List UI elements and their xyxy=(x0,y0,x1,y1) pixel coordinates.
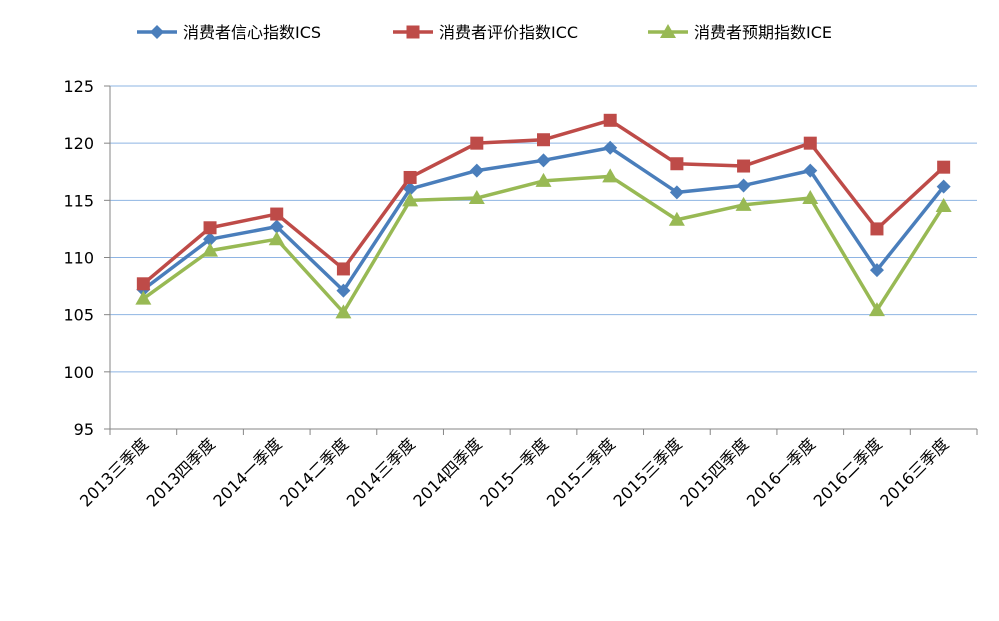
data-point xyxy=(603,113,617,127)
data-point xyxy=(803,163,818,178)
data-point xyxy=(270,207,284,221)
x-tick-label: 2014一季度 xyxy=(209,434,285,510)
x-tick-label: 2014四季度 xyxy=(409,434,485,510)
series-square xyxy=(136,113,951,291)
data-point xyxy=(469,163,484,178)
x-tick-label: 2014三季度 xyxy=(343,434,419,510)
data-point xyxy=(602,168,619,183)
x-tick-label: 2016二季度 xyxy=(810,434,886,510)
x-tick-label: 2016一季度 xyxy=(743,434,819,510)
data-point xyxy=(670,157,684,171)
legend-label: 消费者信心指数ICS xyxy=(183,23,321,42)
legend-marker xyxy=(150,25,164,39)
y-tick-label: 100 xyxy=(63,363,94,382)
data-point xyxy=(136,277,150,291)
data-point xyxy=(537,133,550,147)
x-axis-ticks: 2013三季度2013四季度2014一季度2014二季度2014三季度2014四… xyxy=(76,429,978,511)
data-point xyxy=(403,170,417,184)
x-tick-label: 2013四季度 xyxy=(143,434,219,510)
series-diamond xyxy=(136,140,951,298)
series-triangle xyxy=(135,168,952,319)
y-tick-label: 110 xyxy=(63,249,94,268)
data-point xyxy=(335,304,352,319)
y-tick-label: 95 xyxy=(74,420,94,439)
data-point xyxy=(403,181,418,196)
y-tick-label: 120 xyxy=(63,134,94,153)
data-point xyxy=(668,211,685,226)
data-point xyxy=(203,232,218,247)
x-tick-label: 2014二季度 xyxy=(276,434,352,510)
data-point xyxy=(269,219,284,234)
legend-label: 消费者预期指数ICE xyxy=(694,23,832,42)
data-point xyxy=(935,198,952,213)
legend: 消费者信心指数ICS 消费者评价指数ICC 消费者预期指数ICE xyxy=(137,23,832,42)
legend-marker xyxy=(406,25,420,39)
legend-marker xyxy=(660,24,676,38)
data-point xyxy=(268,231,285,246)
x-tick-label: 2015四季度 xyxy=(676,434,752,510)
data-point xyxy=(202,242,219,257)
data-point xyxy=(203,221,217,235)
y-tick-label: 105 xyxy=(63,306,94,325)
data-point xyxy=(669,185,684,200)
gridlines xyxy=(110,85,977,373)
y-tick-label: 115 xyxy=(63,191,94,210)
data-point xyxy=(735,196,752,211)
data-point xyxy=(937,160,951,174)
data-point xyxy=(402,192,419,207)
data-point xyxy=(870,222,884,236)
series-group xyxy=(135,113,952,319)
data-point xyxy=(336,262,350,276)
y-tick-label: 125 xyxy=(63,77,94,96)
data-point xyxy=(868,302,885,317)
data-point xyxy=(135,290,152,305)
x-tick-label: 2013三季度 xyxy=(76,434,152,510)
series-line xyxy=(142,174,946,315)
y-axis-ticks: 95 100 105 110 115 120 125 xyxy=(63,77,110,439)
data-point xyxy=(803,136,817,150)
data-point xyxy=(603,140,618,155)
data-point xyxy=(536,153,551,168)
data-point xyxy=(736,178,751,193)
data-point xyxy=(802,190,819,205)
data-point xyxy=(535,172,552,187)
data-point xyxy=(737,159,751,173)
data-point xyxy=(869,263,884,278)
data-point xyxy=(336,283,351,298)
x-tick-label: 2015二季度 xyxy=(543,434,619,510)
legend-item: 消费者评价指数ICC xyxy=(393,23,578,42)
data-point xyxy=(470,136,484,150)
data-point xyxy=(936,179,951,194)
x-tick-label: 2015三季度 xyxy=(610,434,686,510)
legend-label: 消费者评价指数ICC xyxy=(439,23,578,42)
data-point xyxy=(468,190,485,205)
x-tick-label: 2016三季度 xyxy=(876,434,952,510)
x-tick-label: 2015一季度 xyxy=(476,434,552,510)
legend-item: 消费者信心指数ICS xyxy=(137,23,321,42)
legend-item: 消费者预期指数ICE xyxy=(648,23,832,42)
